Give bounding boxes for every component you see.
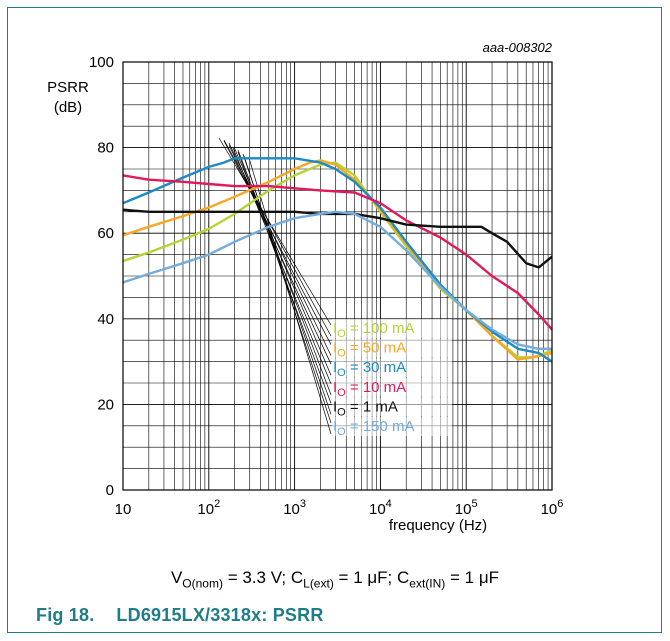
cond-cl-main: C <box>290 568 304 587</box>
y-axis-label-line2: (dB) <box>54 99 82 116</box>
legend-item: IO = 30 mA <box>333 359 406 379</box>
chart-axes: 0 20 40 60 80 100 10 102 103 104 105 106 <box>89 54 563 518</box>
x-tick-label: 106 <box>541 498 564 518</box>
x-tick-label: 102 <box>197 498 220 518</box>
x-axis-label: frequency (Hz) <box>389 517 487 534</box>
y-tick-label: 40 <box>97 311 114 328</box>
figure-frame <box>7 7 662 633</box>
x-tick-label: 10 <box>115 501 132 518</box>
cond-v-sub: O(nom) <box>182 576 223 591</box>
legend-bg <box>332 417 452 436</box>
y-tick-label: 80 <box>97 140 114 157</box>
legend-item: IO = 50 mA <box>333 340 406 360</box>
series-line <box>122 208 553 269</box>
figure-number: Fig 18. <box>36 605 95 625</box>
cond-v-main: V <box>170 568 183 587</box>
figure-title: LD6915LX/3318x: PSRR <box>116 605 324 625</box>
legend-bg <box>332 377 452 397</box>
cond-cl-val: = 1 μF; <box>333 568 398 587</box>
legend-bg <box>332 319 452 338</box>
y-tick-label: 20 <box>97 396 114 413</box>
test-conditions: VO(nom) = 3.3 V; CL(ext) = 1 μF; Cext(IN… <box>0 568 670 590</box>
y-tick-label: 60 <box>97 225 114 242</box>
y-axis-label-line1: PSRR <box>47 79 89 96</box>
leader-line <box>218 137 332 326</box>
cond-v-val: = 3.3 V; <box>222 568 291 587</box>
x-tick-label: 103 <box>283 498 306 518</box>
leader-line <box>223 140 332 345</box>
leader-line <box>243 155 332 424</box>
y-tick-label: 0 <box>106 482 114 499</box>
legend-item: IO = 150 mA <box>333 418 415 438</box>
legend-bg <box>332 358 452 378</box>
y-tick-label: 100 <box>89 54 114 71</box>
series-line <box>122 210 552 350</box>
chart-series <box>122 157 553 363</box>
plot-area-border <box>122 61 553 491</box>
cond-cl-sub: L(ext) <box>303 576 334 591</box>
x-tick-label: 105 <box>455 498 478 518</box>
cond-cin-val: = 1 μF <box>445 568 500 587</box>
legend-item: IO = 10 mA <box>333 379 406 399</box>
cond-cin-sub: ext(IN) <box>409 576 446 591</box>
leader-line <box>248 157 332 435</box>
legend-leader-lines <box>218 137 332 435</box>
figure-caption: Fig 18. LD6915LX/3318x: PSRR <box>36 605 324 626</box>
legend-item: IO = 100 mA <box>333 320 415 340</box>
legend-item: IO = 1 mA <box>333 398 398 418</box>
series-line <box>122 157 553 363</box>
leader-line <box>237 149 332 395</box>
series-line <box>122 159 553 361</box>
series-line <box>122 174 553 331</box>
legend-bg <box>332 397 452 417</box>
legend-bg <box>332 338 452 358</box>
chart-code: aaa-008302 <box>483 40 553 55</box>
x-tick-label: 104 <box>369 498 392 518</box>
cond-cin-main: C <box>397 568 410 587</box>
